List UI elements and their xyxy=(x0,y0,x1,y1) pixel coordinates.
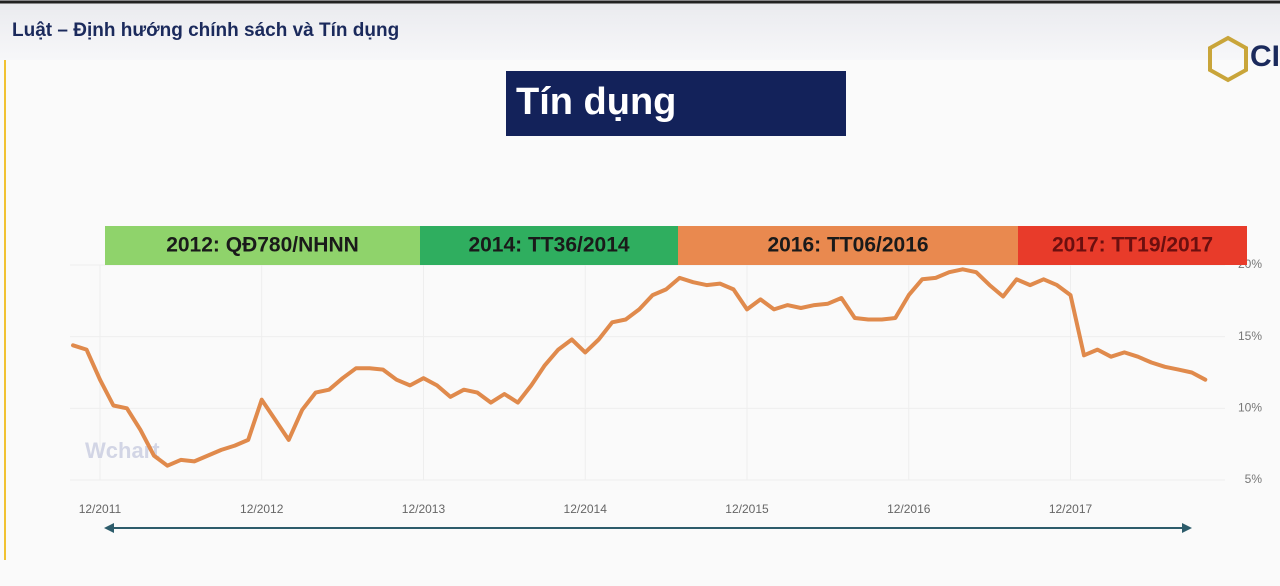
x-tick-label: 12/2015 xyxy=(725,502,769,516)
y-tick-label: 5% xyxy=(1245,472,1263,486)
x-tick-label: 12/2017 xyxy=(1049,502,1093,516)
slide-title: Tín dụng xyxy=(516,81,676,123)
logo-icon xyxy=(1208,35,1248,83)
header-band xyxy=(0,0,1280,60)
policy-label: 2017: TT19/2017 xyxy=(1052,234,1213,257)
policy-label: 2012: QĐ780/NHNN xyxy=(166,234,359,257)
line-series xyxy=(71,267,1208,468)
policy-band xyxy=(678,226,1018,265)
policy-label: 2014: TT36/2014 xyxy=(468,234,629,257)
logo: CI xyxy=(1208,35,1280,83)
y-tick-label: 10% xyxy=(1238,401,1262,415)
policy-band xyxy=(105,226,420,265)
policy-band xyxy=(420,226,678,265)
y-tick-label: 15% xyxy=(1238,329,1262,343)
title-box xyxy=(506,71,846,136)
x-tick-label: 12/2013 xyxy=(402,502,446,516)
policy-label: 2016: TT06/2016 xyxy=(767,234,928,257)
header-title: Luật – Định hướng chính sách và Tín dụng xyxy=(12,20,399,41)
x-tick-label: 12/2014 xyxy=(564,502,608,516)
x-tick-label: 12/2016 xyxy=(887,502,931,516)
policy-band xyxy=(1018,226,1247,265)
arrow-head-right xyxy=(1182,523,1192,533)
x-tick-label: 12/2011 xyxy=(79,502,122,516)
x-tick-label: 12/2012 xyxy=(240,502,284,516)
arrow-head-left xyxy=(104,523,114,533)
logo-text: CI xyxy=(1250,40,1280,73)
